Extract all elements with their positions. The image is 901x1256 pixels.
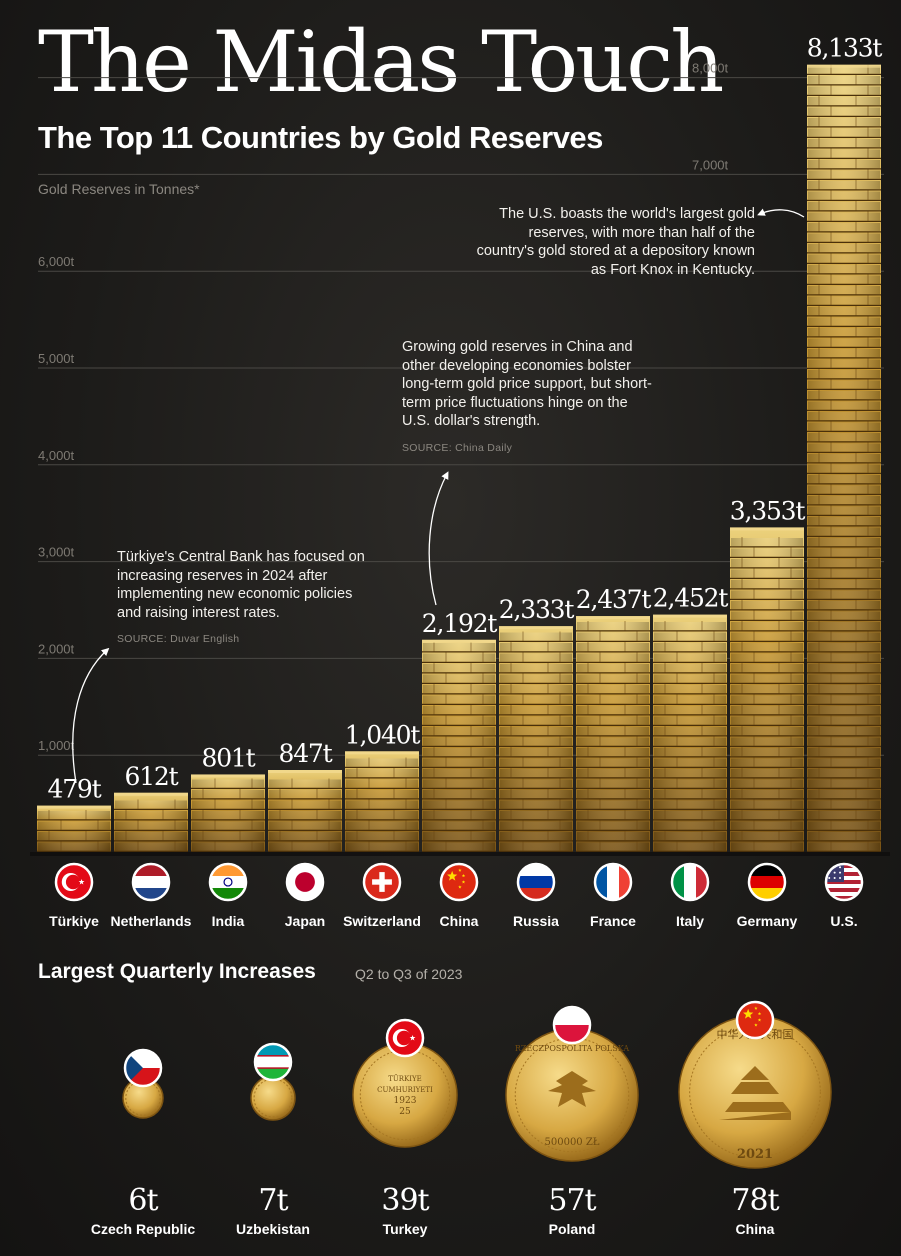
value-label-india: 801t [202,743,256,772]
country-label-switzerland: Switzerland [343,913,421,929]
country-label-turkiye: Türkiye [49,913,99,929]
bar-netherlands: 612t [114,762,188,853]
bar-us: 8,133t [807,34,884,853]
y-tick-label: 2,000t [38,641,75,656]
china-annotation-source: SOURCE: China Daily [402,441,513,454]
value-label-switzerland: 1,040t [345,720,421,749]
country-label-russia: Russia [513,913,559,929]
country-label-germany: Germany [737,913,798,929]
country-label-china: China [440,913,479,929]
country-label-france: France [590,913,636,929]
increase-value-poland: 57t [548,1183,596,1218]
russia-flag-icon [516,862,556,902]
us-annotation: The U.S. boasts the world's largest gold… [470,205,755,279]
turkiye-annotation: Türkiye's Central Bank has focused on in… [117,548,377,649]
netherlands-flag-icon [131,862,171,902]
bar-france: 2,437t [576,585,653,853]
italy-flag-icon [670,862,710,902]
country-label-italy: Italy [676,913,704,929]
coin-inscription: RZECZPOSPOLITA POLSKA [515,1044,630,1053]
increase-value-czech: 6t [128,1183,158,1218]
temple-emblem [719,1066,791,1120]
y-tick-label: 1,000t [38,738,75,753]
country-label-netherlands: Netherlands [111,913,192,929]
us-annotation-text: The U.S. boasts the world's largest gold… [476,206,755,278]
temple-of-heaven-coin-icon: 中华人民共和国2021 [678,1015,832,1169]
bar-italy: 2,452t [653,584,730,853]
value-label-turkiye: 479t [48,775,102,804]
bar-japan: 847t [268,739,342,853]
country-label-japan: Japan [285,913,325,929]
gold-coin-icon [250,1075,296,1121]
polish-eagle-coin-icon: RZECZPOSPOLITA POLSKA 500000 ZŁ [505,1028,639,1162]
y-tick-label: 3,000t [38,545,75,560]
turkiye-note-arrow [72,647,110,784]
turkey-flag-icon [385,1018,425,1058]
increase-value-turkey: 39t [381,1183,429,1218]
india-flag-icon [208,862,248,902]
value-label-russia: 2,333t [499,595,575,624]
country-label-india: India [212,913,245,929]
japan-flag-icon [285,862,325,902]
china-note-arrow [428,471,449,606]
increases-subtitle: Q2 to Q3 of 2023 [355,966,463,982]
chart-floor [30,852,890,856]
value-label-germany: 3,353t [730,496,806,525]
increase-country-turkey: Turkey [382,1221,428,1237]
increase-country-uzbekistan: Uzbekistan [236,1221,310,1237]
page-title: The Midas Touch [38,13,724,111]
czech-flag-icon [123,1048,163,1088]
eagle-emblem [548,1071,596,1107]
y-tick-label: 6,000t [38,254,75,269]
value-label-us: 8,133t [807,34,883,63]
y-tick-label: 8,000t [692,61,729,76]
coin-inscription: CUMHURIYETI [377,1086,433,1094]
y-tick-label: 5,000t [38,351,75,366]
value-label-japan: 847t [279,739,333,768]
increase-country-china: China [735,1221,775,1237]
increases-title: Largest Quarterly Increases [38,960,316,983]
y-tick-label: 7,000t [692,157,729,172]
coin-inscription: 2021 [737,1147,773,1162]
china-flag-icon [735,1000,775,1040]
coin-inscription: 25 [399,1107,411,1117]
unit-label: Gold Reserves in Tonnes* [38,181,200,197]
coin-inscription: TÜRKIYE [388,1074,422,1083]
bar-turkiye: 479t [37,775,111,853]
value-label-italy: 2,452t [653,584,729,613]
turkiye-annotation-source: SOURCE: Duvar English [117,633,240,645]
china-flag-icon [439,862,479,902]
value-label-netherlands: 612t [125,762,179,791]
poland-flag-icon [552,1005,592,1045]
value-label-china: 2,192t [422,609,498,638]
switzerland-flag-icon [362,862,402,902]
uzbekistan-flag-icon [253,1042,293,1082]
us-flag-icon [824,862,864,902]
china-annotation-text: Growing gold reserves in China and other… [402,339,652,429]
bar-switzerland: 1,040t [345,720,422,853]
germany-flag-icon [747,862,787,902]
bar-india: 801t [191,743,265,853]
page-subtitle: The Top 11 Countries by Gold Reserves [38,120,603,155]
france-flag-icon [593,862,633,902]
increase-value-uzbekistan: 7t [258,1183,288,1218]
bar-germany: 3,353t [730,496,807,853]
bar-russia: 2,333t [499,595,576,853]
increase-value-china: 78t [731,1183,779,1218]
bar-china: 2,192t [422,609,499,853]
turkey-flag-icon [54,862,94,902]
turkiye-annotation-text: Türkiye's Central Bank has focused on in… [117,549,365,621]
increase-country-poland: Poland [548,1221,596,1237]
china-annotation: Growing gold reserves in China and other… [402,338,652,457]
coin-inscription: 500000 ZŁ [545,1137,600,1148]
value-label-france: 2,437t [576,585,652,614]
country-label-us: U.S. [830,913,857,929]
us-note-arrow [757,208,805,218]
increase-country-czech: Czech Republic [90,1221,196,1237]
coin-inscription: 1923 [394,1096,417,1106]
y-tick-label: 4,000t [38,448,75,463]
